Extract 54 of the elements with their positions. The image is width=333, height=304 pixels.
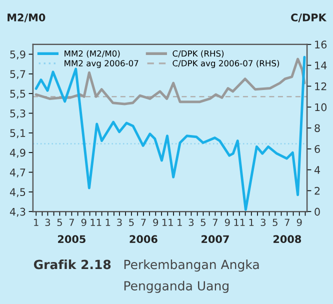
x-tick-label: 11 [162,218,173,226]
y2-tick-label: 10 [315,103,327,112]
legend-label: MM2 (M2/M0) [64,50,120,58]
legend-label: MM2 avg 2006-07 [64,60,138,68]
text: 2008 [274,235,302,244]
x-tick-label: 1 [106,218,110,226]
text: 2007 [202,235,229,244]
text: 2006 [130,235,158,244]
y2-tick-label: 12 [315,82,326,90]
x-tick-label: 9 [81,218,86,226]
y-tick-label: 4,5 [10,188,26,198]
y2-tick-label: 0 [314,208,320,216]
x-tick-label: 7 [69,218,74,226]
y2-tick-label: 6 [314,145,320,153]
x-tick-label: 3 [260,218,266,226]
y2-tick-label: 16 [315,40,327,48]
x-tick-label: 11 [90,218,102,226]
y-tick-label: 4,3 [10,208,26,217]
x-tick-label: 3 [45,218,50,226]
x-tick-label: 9 [224,218,230,226]
y-axis-title: M2/M0 [8,14,46,22]
text: Grafik 2.18 [34,260,111,270]
x-tick-label: 1 [249,218,254,226]
line-series [34,58,306,106]
x-tick-label: 11 [234,218,245,226]
x-tick-label: 7 [284,218,290,226]
y-tick-label: 5,5 [10,90,26,99]
x-tick-label: 1 [34,218,38,226]
x-tick-label: 3 [188,218,194,226]
x-tick-label: 9 [153,218,158,226]
x-tick-label: 7 [141,218,146,226]
y2-tick-label: 4 [314,166,320,174]
y-tick-label: 5,7 [10,70,26,80]
y2-tick-label: 2 [314,186,320,195]
x-tick-label: 3 [117,218,122,226]
y-tick-label: 5,1 [10,129,26,138]
y2-tick-label: 8 [314,124,320,132]
legend-label: C/DPK (RHS) [172,50,224,58]
y-tick-label: 4,9 [10,148,26,158]
x-tick-label: 5 [129,218,134,226]
x-tick-label: 1 [178,218,182,226]
y-tick-label: 4,7 [10,168,26,178]
x-tick-label: 5 [200,218,206,226]
x-tick-label: 5 [57,218,62,226]
text: Perkembangan Angka Pengganda Uang [124,260,259,293]
y-tick-label: 5,9 [10,50,26,60]
y2-axis-title: C/DPK [291,14,327,22]
y2-tick-label: 14 [315,62,327,70]
x-tick-label: 9 [296,218,302,226]
x-tick-label: 5 [272,218,278,226]
legend-label: C/DPK avg 2006-07 (RHS) [172,60,280,68]
y-tick-label: 5,3 [10,109,26,118]
x-tick-label: 7 [212,218,218,226]
text: 2005 [58,235,86,244]
